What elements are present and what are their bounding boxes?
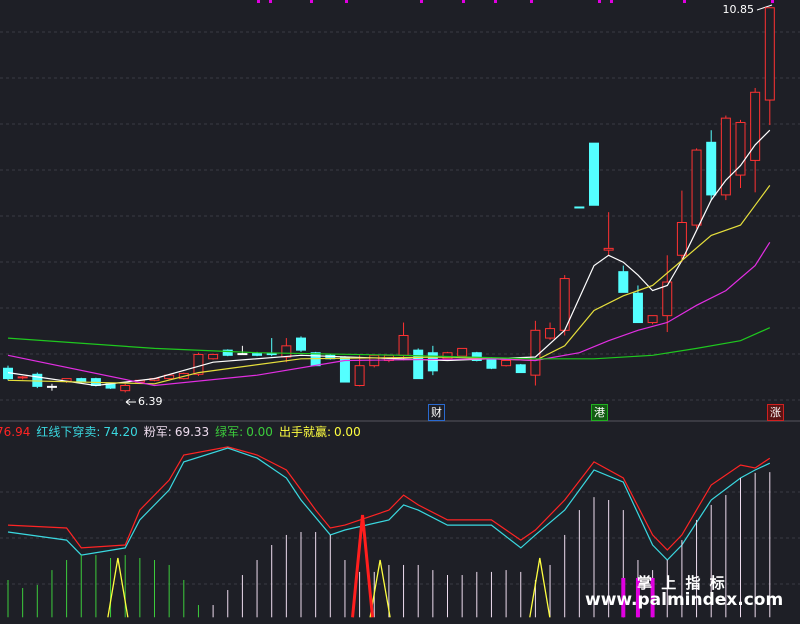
grid: [0, 31, 800, 585]
legend-entry: 粉军: 69.33: [144, 425, 209, 439]
legend-value: 0.00: [246, 425, 273, 439]
candle-body: [632, 292, 643, 324]
legend-name: 出手就赢:: [278, 425, 331, 439]
event-tick: [462, 0, 465, 3]
event-tick: [683, 0, 686, 3]
line: [7, 327, 771, 360]
watermark-url: www.palmindex.com: [585, 590, 784, 610]
event-ticks: [257, 0, 774, 3]
candle-body: [120, 385, 131, 392]
candle-body: [589, 142, 599, 206]
candle-body: [237, 353, 248, 356]
candle-body: [515, 364, 526, 374]
legend-entry: 76.94: [0, 425, 30, 439]
candle-body: [222, 349, 233, 356]
legend-entry: 绿军: 0.00: [215, 425, 273, 439]
candle-body: [530, 329, 541, 376]
candle-body: [720, 117, 731, 196]
line: [7, 185, 771, 385]
candle-body: [281, 345, 292, 358]
watermark-title: 掌 上 指 标: [637, 574, 727, 592]
candle-body: [354, 365, 365, 387]
candle-body: [647, 315, 658, 324]
event-tick: [494, 0, 497, 3]
marker: 港: [591, 404, 608, 421]
event-tick: [771, 0, 774, 3]
high-label: 10.85: [723, 3, 755, 16]
line: [7, 241, 771, 387]
event-tick: [257, 0, 260, 3]
low-arrow-head: [125, 398, 131, 406]
line: [7, 447, 771, 561]
candle-body: [164, 374, 175, 380]
candle-body: [691, 149, 702, 226]
candle-body: [662, 281, 673, 317]
event-tick: [598, 0, 601, 3]
low-label: 6.39: [138, 395, 163, 408]
legend-entry: 红线下穿卖: 74.20: [36, 425, 137, 439]
legend-value: 0.00: [333, 425, 361, 439]
signal-triangle: [107, 557, 129, 618]
legend-name: 粉军:: [143, 425, 172, 439]
event-tick: [345, 0, 348, 3]
candle-body: [750, 91, 761, 161]
candle-body: [618, 271, 629, 293]
candle-body: [676, 222, 687, 256]
event-tick: [269, 0, 272, 3]
line: [7, 129, 771, 387]
line: [7, 446, 771, 551]
legend-entry: 出手就赢: 0.00: [279, 425, 361, 439]
candle-body: [398, 334, 409, 356]
candle-body: [266, 353, 277, 356]
legend-value: 74.20: [103, 425, 138, 439]
candle-body: [442, 352, 453, 360]
candle-body: [46, 385, 57, 388]
candle-body: [574, 206, 585, 209]
event-tick: [610, 0, 613, 3]
legend-name: 红线下穿卖:: [36, 425, 101, 439]
candle-body: [17, 376, 28, 379]
candle-body: [252, 353, 263, 356]
marker: 涨: [767, 404, 784, 421]
candle-body: [296, 337, 306, 351]
candle-body: [501, 359, 512, 367]
candle-body: [427, 352, 438, 372]
high-arrow: [756, 4, 773, 11]
event-tick: [310, 0, 313, 3]
legend-value: 69.33: [174, 425, 210, 439]
signal-triangle: [529, 557, 551, 618]
legend-value: 76.94: [0, 425, 31, 439]
candle-body: [545, 328, 556, 339]
candle-body: [193, 353, 204, 375]
candle-body: [457, 347, 468, 357]
candle-body: [764, 7, 775, 101]
candle-body: [208, 353, 219, 360]
candle-body: [706, 141, 717, 196]
legend-name: 绿军:: [215, 425, 244, 439]
signal-triangle: [369, 559, 391, 618]
signal-triangle: [351, 514, 375, 618]
candle-body: [603, 247, 614, 251]
candle-body: [486, 358, 497, 369]
candle-body: [735, 121, 746, 176]
event-tick: [530, 0, 533, 3]
candle-body: [413, 349, 424, 380]
event-tick: [420, 0, 423, 3]
marker: 财: [428, 404, 445, 421]
